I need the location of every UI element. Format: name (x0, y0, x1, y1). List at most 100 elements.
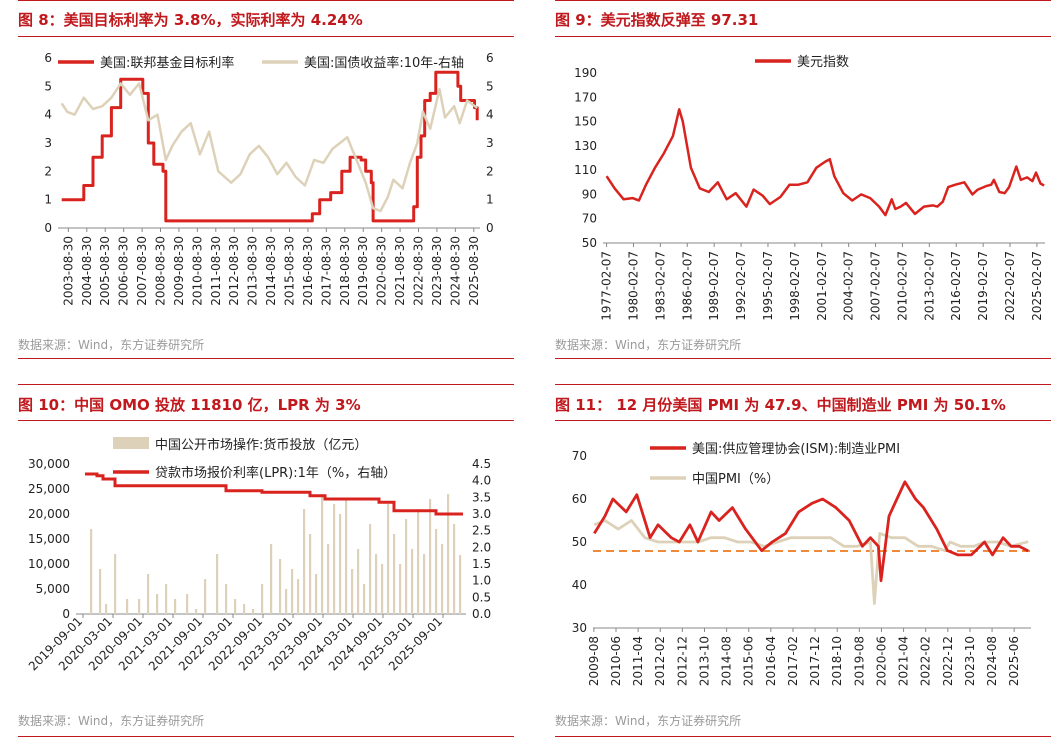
x-tick-label: 1995-02-07 (761, 251, 775, 321)
x-tick-label: 1998-02-07 (788, 251, 802, 321)
x-tick-label: 2009-08-30 (172, 236, 186, 306)
y-tick-label: 90 (582, 187, 597, 201)
omo-bar (270, 544, 273, 614)
x-tick-label: 2014-08-30 (264, 236, 278, 306)
x-tick-label: 2022-02-07 (1003, 251, 1017, 321)
y2-tick-label: 5 (486, 79, 494, 93)
omo-bar (243, 604, 246, 614)
y2-tick-label: 4 (486, 108, 494, 122)
x-tick-label: 2025-02-07 (1030, 251, 1044, 321)
x-tick-label: 2008-08-30 (154, 236, 168, 306)
fig11-panel: 图 11： 12 月份美国 PMI 为 47.9、中国制造业 PMI 为 50.… (555, 384, 1051, 741)
y-tick-label: 2 (44, 164, 52, 178)
x-tick-label: 2004-02-07 (842, 251, 856, 321)
x-tick-label: 2012-02 (653, 636, 667, 686)
x-tick-label: 2018-08-30 (338, 236, 352, 306)
y2-tick-label: 6 (486, 51, 494, 65)
legend-label: 美国:供应管理协会(ISM):制造业PMI (692, 441, 900, 457)
y-tick-label: 50 (582, 236, 597, 250)
y2-tick-label: 0.5 (472, 590, 491, 604)
y-tick-label: 30 (572, 621, 587, 635)
omo-bar (303, 509, 306, 614)
y2-tick-label: 4.5 (472, 457, 491, 471)
omo-bar (105, 604, 108, 614)
x-tick-label: 2019-02-07 (976, 251, 990, 321)
y-tick-label: 4 (44, 108, 52, 122)
fig8-title-rule (18, 36, 514, 37)
x-tick-label: 2012-12 (675, 636, 689, 686)
omo-bar (321, 494, 324, 614)
omo-bar (285, 589, 288, 614)
series-line-fed-rate (61, 70, 479, 223)
y2-tick-label: 3.5 (472, 490, 491, 504)
fig9-top-rule (555, 0, 1051, 1)
fig10-panel: 图 10：中国 OMO 投放 11810 亿，LPR 为 3% 0 5,000 10… (18, 384, 514, 741)
omo-bar (99, 569, 102, 614)
y-tick-label: 50 (572, 535, 587, 549)
fig9-bottom-rule (555, 358, 1051, 359)
omo-bar (234, 599, 237, 614)
x-tick-label: 2018-10 (830, 636, 844, 686)
x-tick-label: 2013-08-30 (246, 236, 260, 306)
omo-bar (333, 504, 336, 614)
fig8-chart: 0 1 2 3 4 5 6 0 1 2 3 4 5 6 2003-08-30 2004-08-30 2005-0… (44, 51, 494, 306)
series-line-10y-yield (60, 82, 478, 213)
omo-bar (429, 499, 432, 614)
y-tick-label: 1 (44, 193, 52, 207)
x-tick-label: 2009-08 (587, 636, 601, 686)
x-tick-label: 2007-02-07 (869, 251, 883, 321)
omo-bar (279, 559, 282, 614)
x-tick-label: 2020-08-30 (375, 236, 389, 306)
x-tick-label: 2022-02 (919, 636, 933, 686)
fig11-title-rule (555, 420, 1051, 421)
omo-bar (363, 584, 366, 614)
x-tick-label: 1992-02-07 (734, 251, 748, 321)
y2-tick-label: 3 (486, 136, 494, 150)
x-tick-label: 2013-10 (697, 636, 711, 686)
fig10-title: 图 10：中国 OMO 投放 11810 亿，LPR 为 3% (18, 396, 361, 414)
omo-bar (351, 569, 354, 614)
omo-bar (453, 524, 456, 614)
omo-bar (261, 584, 264, 614)
x-tick-label: 2017-08-30 (319, 236, 333, 306)
fig9-source: 数据来源：Wind，东方证券研究所 (555, 338, 742, 352)
x-tick-label: 2006-08-30 (117, 236, 131, 306)
x-tick-label: 2022-12 (941, 636, 955, 686)
y-tick-label: 150 (574, 115, 597, 129)
x-tick-label: 2011-04 (631, 636, 645, 686)
y-tick-label: 190 (574, 66, 597, 80)
omo-bar (309, 534, 312, 614)
omo-bar (447, 494, 450, 614)
omo-bar (381, 564, 384, 614)
omo-bar (195, 609, 198, 614)
y-tick-label: 0 (62, 607, 70, 621)
x-tick-label: 2021-08-30 (393, 236, 407, 306)
y-tick-label: 110 (574, 163, 597, 177)
x-tick-label: 2010-02-07 (895, 251, 909, 321)
x-tick-label: 2012-08-30 (227, 236, 241, 306)
omo-bar (315, 574, 318, 614)
y2-tick-label: 0 (486, 221, 494, 235)
y-tick-label: 0 (44, 221, 52, 235)
omo-bar (291, 569, 294, 614)
x-tick-label: 2010-06 (609, 636, 623, 686)
fig11-title: 图 11： 12 月份美国 PMI 为 47.9、中国制造业 PMI 为 50.… (555, 396, 1006, 414)
x-tick-label: 2016-08-30 (301, 236, 315, 306)
y-tick-label: 70 (582, 212, 597, 226)
x-tick-label: 2003-08-30 (61, 236, 75, 306)
fig10-chart: 0 5,000 10,000 15,000 20,000 25,000 30,000 0.0 0… (26, 437, 491, 673)
fig9-title: 图 9：美元指数反弹至 97.31 (555, 11, 759, 29)
omo-bar (369, 524, 372, 614)
omo-bar (297, 579, 300, 614)
omo-bar (411, 549, 414, 614)
y-tick-label: 40 (572, 578, 587, 592)
y2-tick-label: 2 (486, 164, 494, 178)
x-tick-label: 2025-06 (1007, 636, 1021, 686)
omo-bar (165, 584, 168, 614)
x-tick-label: 1986-02-07 (680, 251, 694, 321)
omo-bar (126, 599, 129, 614)
x-tick-label: 2015-06 (742, 636, 756, 686)
y2-tick-label: 2.5 (472, 524, 491, 538)
omo-bar (459, 554, 462, 614)
y-tick-label: 60 (572, 492, 587, 506)
